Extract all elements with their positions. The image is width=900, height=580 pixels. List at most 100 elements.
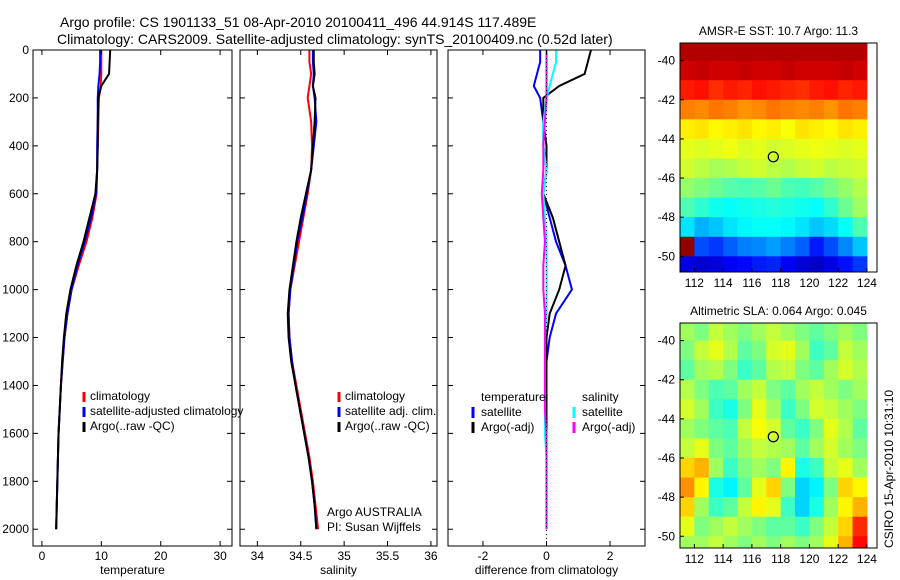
heatmap-cell [737,43,753,62]
heatmap-cell [680,256,695,273]
heatmap-cell [852,80,868,101]
heatmap-cell [751,256,767,273]
heatmap-cell [694,399,710,420]
x-tick-label: -2 [478,549,489,563]
heatmap-cell [795,516,810,537]
heatmap-cell [723,197,739,218]
heatmap-cell [852,516,868,537]
heatmap-cell [766,516,782,537]
y-tick-label: 1600 [2,426,29,440]
heatmap-cell [780,323,796,342]
heatmap-cell [680,360,695,381]
heatmap-cell [723,323,739,342]
heatmap-cell [795,236,810,257]
heatmap-cell [723,60,739,81]
heatmap-cell [780,217,796,238]
heatmap-cell [795,80,810,101]
heatmap-cell [694,418,710,439]
heatmap-cell [838,236,854,257]
y-tick-label: -50 [658,249,676,263]
heatmap-cell [852,217,868,238]
heatmap-cell [809,516,825,537]
y-tick-label: 600 [9,187,29,201]
heatmap-cell [751,497,767,518]
heatmap-cell [795,497,810,518]
heatmap-cell [852,477,868,498]
heatmap-cell [823,360,839,381]
heatmap-cell [809,158,825,179]
series-line-temperature-satellite [532,50,574,530]
legend-entry: satellite adj. clim. [345,404,436,418]
axes-box [679,42,878,273]
axes-box [239,49,438,547]
heatmap-cell [795,477,810,498]
heatmap-cell [737,80,753,101]
heatmap-cell [852,323,868,342]
heatmap-cell [694,197,710,218]
heatmap-cell [751,323,767,342]
heatmap-cell [780,99,796,120]
heatmap-cell [838,178,854,199]
x-tick-label: 36 [424,549,438,563]
legend-entry: satellite-adjusted climatology [90,404,243,418]
heatmap-cell [766,217,782,238]
y-tick-label: -40 [658,54,676,68]
heatmap-cell [751,379,767,400]
heatmap-cell [766,80,782,101]
heatmap-cell [780,399,796,420]
heatmap-cell [795,119,810,140]
legend-entry: satellite [582,405,623,419]
heatmap-cell [823,217,839,238]
heatmap-cell [780,178,796,199]
x-tick-label: 10 [95,549,109,563]
series-line-temperature-argo-adj- [542,49,592,530]
x-tick-label: 122 [828,552,848,566]
plot-sla: Altimetric SLA: 0.064 Argo: 0.045 112 114 1… [658,304,878,566]
x-axis-label: salinity [320,563,357,577]
heatmap-cell [737,399,753,420]
heatmap-cell [737,477,753,498]
heatmap-cell [694,340,710,361]
series-line-climatology [55,50,103,530]
heatmap-cell [766,399,782,420]
heatmap-cell [708,119,724,140]
heatmap-cell [823,178,839,199]
heatmap-cell [809,43,825,62]
heatmap-cell [751,80,767,101]
x-tick-label: 112 [685,276,704,290]
heatmap-cell [680,340,695,361]
axes-box [679,322,878,549]
x-tick-label: 34.5 [289,549,313,563]
heatmap-cell [809,60,825,81]
heatmap-cell [680,236,695,257]
heatmap-cell [766,323,782,342]
heatmap-cell [809,399,825,420]
heatmap-cell [737,379,753,400]
heatmap-cell [680,477,695,498]
heatmap-cell [737,438,753,459]
heatmap-cell [809,379,825,400]
heatmap-cell [680,119,695,140]
x-tick-label: 20 [154,549,168,563]
heatmap-cell [852,438,868,459]
heatmap-cell [751,138,767,159]
plot-sst: AMSR-E SST: 10.7 Argo: 11.3 112 114 116 118 1… [658,24,878,290]
x-tick-label: 0 [39,549,46,563]
x-tick-label: 116 [742,552,761,566]
heatmap-cell [680,536,695,549]
heatmap-cell [780,458,796,479]
heatmap-cell [751,418,767,439]
heatmap-cell [795,379,810,400]
x-tick-label: 35.5 [376,549,400,563]
heatmap-cell [809,497,825,518]
series-line-argo-raw-qc- [55,49,112,530]
heatmap-cell [723,458,739,479]
heatmap-cell [838,99,854,120]
x-tick-label: 30 [213,549,227,563]
heatmap-cell [838,323,854,342]
heatmap-cell [809,360,825,381]
heatmap-cell [694,458,710,479]
heatmap-cell [751,360,767,381]
heatmap-cell [838,477,854,498]
